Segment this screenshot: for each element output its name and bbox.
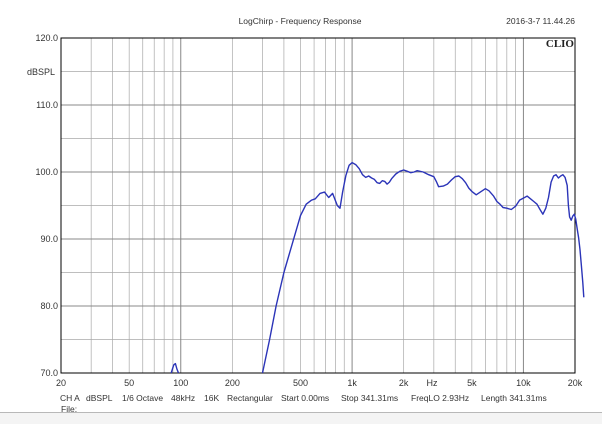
major-gridlines [61,38,575,373]
clio-brand-mark: CLIO [546,38,575,50]
y-axis-label: dBSPL [27,67,55,77]
plot-frame [60,37,576,374]
x-tick-label: 200 [225,378,240,388]
info-item: Length 341.31ms [481,393,547,403]
x-tick-label: 2k [399,378,409,388]
info-item: dBSPL [86,393,113,403]
y-tick-label: 120.0 [35,33,58,43]
x-tick-label: 20 [56,378,66,388]
info-item: Stop 341.31ms [341,393,398,403]
measurement-info-row: CH A dBSPL 1/6 Octave 48kHz 16K Rectangular St… [60,393,547,403]
x-tick-label: 10k [516,378,531,388]
chart-title: LogChirp - Frequency Response [239,16,362,26]
y-tick-label: 110.0 [36,100,58,110]
x-axis-label: Hz [427,378,438,388]
y-tick-label: 70.0 [40,368,58,378]
info-item: CH A [60,393,80,403]
series-layer [170,161,585,374]
info-item: 16K [204,393,219,403]
y-tick-label: 90.0 [40,234,58,244]
x-tick-label: 500 [293,378,308,388]
response-curve-segment [170,362,180,374]
y-tick-label: 100.0 [35,167,58,177]
info-item: Rectangular [227,393,273,403]
x-tick-label: 20k [568,378,583,388]
minor-gridlines [61,38,575,373]
info-item: 48kHz [171,393,195,403]
response-curve-segment [261,161,585,374]
status-strip [0,412,602,424]
x-tick-label: 1k [347,378,357,388]
info-item: Start 0.00ms [281,393,329,403]
x-tick-label: 50 [124,378,134,388]
x-tick-label: 100 [173,378,188,388]
chart-timestamp: 2016-3-7 11.44.26 [506,16,575,26]
info-item: FreqLO 2.93Hz [411,393,469,403]
y-axis-ticks: 70.0 80.0 90.0 100.0 110.0 120.0 [35,33,58,378]
x-axis-ticks: 20 50 100 200 500 1k 2k 5k 10k 20k [56,378,583,388]
file-label: File: [61,404,77,414]
y-tick-label: 80.0 [40,301,58,311]
x-tick-label: 5k [467,378,477,388]
info-item: 1/6 Octave [122,393,163,403]
